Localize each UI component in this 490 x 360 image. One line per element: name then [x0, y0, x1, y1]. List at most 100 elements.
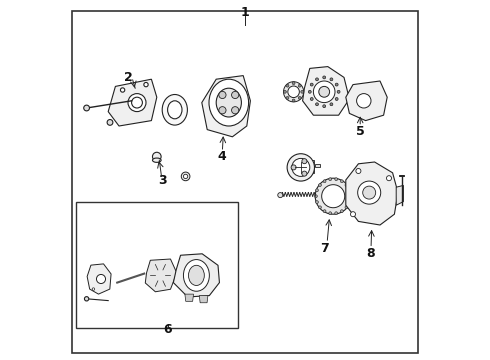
Circle shape [335, 83, 338, 86]
Circle shape [314, 81, 335, 103]
Circle shape [128, 94, 146, 112]
Circle shape [323, 105, 326, 108]
Ellipse shape [189, 265, 204, 285]
Circle shape [298, 84, 301, 87]
Circle shape [232, 107, 239, 114]
Circle shape [316, 78, 318, 81]
Circle shape [321, 185, 345, 208]
Polygon shape [399, 175, 404, 176]
Circle shape [219, 91, 226, 99]
Polygon shape [145, 259, 177, 292]
Circle shape [356, 168, 361, 174]
Circle shape [310, 83, 313, 86]
Bar [315, 164, 319, 167]
Circle shape [291, 165, 296, 170]
Circle shape [329, 212, 332, 215]
Bar [76, 202, 238, 328]
Bar [310, 169, 314, 173]
Circle shape [345, 206, 348, 209]
Circle shape [316, 103, 318, 106]
Ellipse shape [152, 158, 161, 162]
Circle shape [302, 171, 307, 176]
Ellipse shape [209, 79, 248, 126]
Polygon shape [199, 296, 208, 303]
Circle shape [302, 159, 307, 164]
Polygon shape [396, 185, 403, 205]
Circle shape [323, 180, 326, 183]
Text: 1: 1 [241, 6, 249, 19]
Circle shape [292, 158, 310, 176]
Circle shape [315, 195, 318, 198]
Circle shape [323, 210, 326, 213]
Ellipse shape [168, 101, 182, 119]
Circle shape [183, 174, 188, 179]
Text: 8: 8 [366, 247, 374, 260]
Circle shape [84, 297, 89, 301]
Circle shape [84, 105, 90, 111]
Circle shape [310, 98, 313, 100]
Circle shape [232, 91, 239, 99]
Circle shape [319, 86, 330, 97]
Circle shape [287, 154, 315, 181]
Circle shape [335, 212, 338, 215]
Circle shape [301, 90, 304, 93]
Circle shape [284, 82, 304, 102]
Polygon shape [202, 76, 250, 137]
Text: 7: 7 [320, 242, 329, 255]
Ellipse shape [216, 88, 242, 117]
Circle shape [292, 99, 295, 102]
Circle shape [335, 178, 338, 181]
Circle shape [329, 178, 332, 181]
Circle shape [345, 184, 348, 186]
Polygon shape [108, 79, 157, 126]
Circle shape [308, 90, 311, 93]
Circle shape [330, 103, 333, 106]
Circle shape [152, 152, 161, 161]
Circle shape [318, 184, 321, 186]
Polygon shape [173, 254, 220, 297]
Circle shape [97, 274, 105, 284]
Circle shape [348, 189, 351, 192]
Polygon shape [346, 81, 387, 121]
Circle shape [298, 96, 301, 99]
Circle shape [337, 90, 340, 93]
Polygon shape [303, 67, 349, 115]
Polygon shape [87, 264, 111, 294]
Circle shape [92, 288, 95, 291]
Text: 2: 2 [123, 71, 132, 84]
Text: 6: 6 [163, 323, 172, 336]
Circle shape [286, 84, 289, 87]
Circle shape [318, 206, 321, 209]
Circle shape [107, 120, 113, 125]
Ellipse shape [183, 260, 209, 291]
Circle shape [144, 82, 148, 87]
Circle shape [181, 172, 190, 181]
Circle shape [341, 180, 343, 183]
Circle shape [292, 82, 295, 85]
Circle shape [335, 98, 338, 100]
Circle shape [330, 78, 333, 81]
Circle shape [132, 97, 143, 108]
Text: 5: 5 [356, 125, 365, 138]
Circle shape [316, 201, 318, 203]
Polygon shape [185, 294, 194, 301]
Circle shape [358, 181, 381, 204]
Circle shape [286, 96, 289, 99]
Circle shape [349, 195, 352, 198]
Circle shape [316, 189, 318, 192]
Circle shape [350, 212, 356, 217]
Circle shape [278, 193, 283, 198]
Circle shape [387, 176, 392, 181]
Circle shape [288, 86, 299, 98]
Circle shape [363, 186, 376, 199]
Circle shape [315, 178, 351, 214]
Ellipse shape [162, 95, 187, 125]
Bar [310, 160, 314, 164]
Circle shape [348, 201, 351, 203]
Circle shape [219, 107, 226, 114]
Circle shape [121, 88, 125, 92]
Polygon shape [346, 162, 398, 225]
Circle shape [341, 210, 343, 213]
Circle shape [357, 94, 371, 108]
Text: 4: 4 [217, 150, 226, 163]
